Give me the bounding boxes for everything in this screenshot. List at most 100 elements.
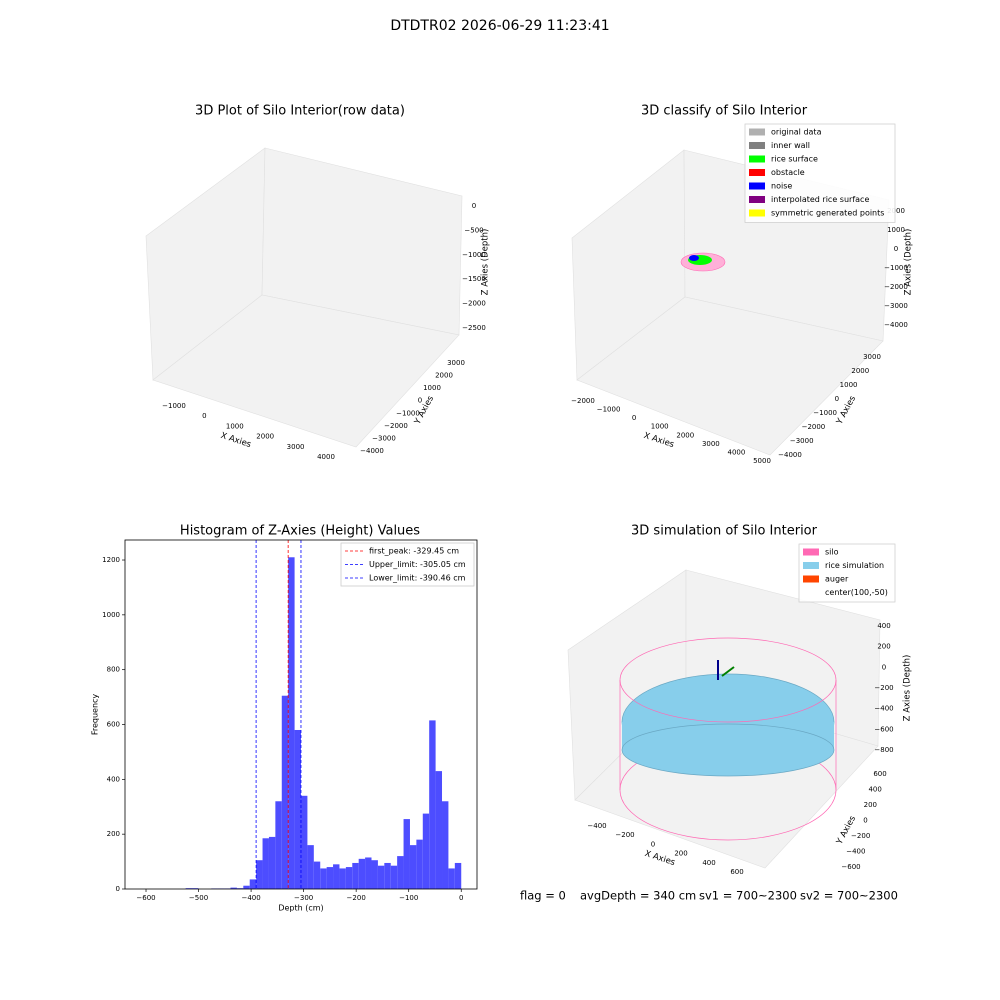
chart-title: 3D Plot of Silo Interior(row data) bbox=[195, 104, 405, 119]
footer-depth: avgDepth = 340 cm bbox=[580, 889, 696, 903]
y-axis-label: Frequency bbox=[91, 694, 100, 736]
x-tick-label: 0 bbox=[651, 840, 655, 848]
x-tick-label: −400 bbox=[241, 894, 260, 902]
chart-title: 3D simulation of Silo Interior bbox=[631, 524, 818, 539]
y-tick-label: 600 bbox=[873, 770, 886, 778]
bar bbox=[275, 801, 282, 889]
z-tick-label: −500 bbox=[464, 226, 483, 234]
x-tick-label: 2000 bbox=[676, 431, 694, 439]
y-tick-label: 1200 bbox=[102, 556, 120, 564]
z-tick-label: −1500 bbox=[462, 275, 486, 283]
pane bbox=[576, 296, 884, 456]
y-tick-label: 800 bbox=[107, 666, 120, 674]
bar bbox=[262, 838, 269, 889]
y-tick-label: −4000 bbox=[360, 447, 384, 455]
y-tick-label: 400 bbox=[868, 786, 881, 794]
bar bbox=[384, 862, 391, 889]
z-axis-label: Z Axies (Depth) bbox=[481, 229, 491, 296]
bar bbox=[249, 879, 257, 889]
legend-swatch bbox=[803, 548, 819, 556]
bar bbox=[307, 845, 314, 889]
x-tick-label: 3000 bbox=[287, 443, 305, 451]
z-tick-label: −2500 bbox=[462, 324, 486, 332]
pane bbox=[152, 294, 460, 448]
plot-layer: 3D Plot of Silo Interior(row data) −1000 0… bbox=[91, 104, 914, 913]
legend-label: interpolated rice surface bbox=[771, 195, 869, 204]
legend-swatch bbox=[749, 209, 765, 217]
bar bbox=[230, 887, 237, 889]
y-tick-label: 2000 bbox=[851, 367, 869, 375]
legend-swatch bbox=[749, 182, 765, 190]
legend-label: center(100,-50) bbox=[825, 588, 888, 597]
x-tick-label: −2000 bbox=[571, 397, 595, 405]
legend-label: silo bbox=[825, 548, 839, 557]
bar bbox=[435, 771, 443, 889]
x-tick-label: 4000 bbox=[317, 453, 335, 461]
chart-title: Histogram of Z-Axies (Height) Values bbox=[180, 524, 420, 539]
x-tick-label: −300 bbox=[294, 894, 313, 902]
bar bbox=[268, 836, 276, 889]
bar bbox=[236, 888, 244, 889]
y-tick-label: 200 bbox=[864, 801, 877, 809]
z-axis-label: Z Axies (Depth) bbox=[904, 229, 914, 296]
x-tick-label: 3000 bbox=[702, 440, 720, 448]
z-tick-label: 400 bbox=[877, 622, 890, 630]
legend-swatch bbox=[749, 169, 765, 176]
bar bbox=[422, 813, 430, 889]
z-tick-label: −200 bbox=[874, 684, 893, 692]
y-tick-label: 0 bbox=[835, 395, 839, 403]
bar bbox=[339, 868, 346, 889]
y-tick-label: −3000 bbox=[790, 437, 814, 445]
silo-sketch bbox=[619, 637, 837, 841]
y-tick-label: −1000 bbox=[396, 409, 420, 417]
z-tick-label: 2000 bbox=[887, 207, 905, 215]
legend-label: symmetric generated points bbox=[771, 209, 884, 218]
x-tick-label: 1000 bbox=[651, 423, 669, 431]
footer-sv1: sv1 = 700~2300 bbox=[699, 889, 797, 903]
bar bbox=[371, 860, 378, 889]
x-tick-label: 2000 bbox=[256, 433, 274, 441]
legend-label: rice simulation bbox=[825, 561, 884, 570]
y-tick-label: 200 bbox=[107, 830, 120, 838]
x-tick-label: 1000 bbox=[226, 422, 244, 430]
legend-label: noise bbox=[771, 182, 792, 191]
legend-swatch bbox=[749, 155, 765, 163]
y-tick-label: 3000 bbox=[863, 353, 881, 361]
z-tick-label: −400 bbox=[874, 705, 893, 713]
bar bbox=[192, 888, 199, 889]
bar bbox=[403, 819, 410, 889]
y-tick-label: 400 bbox=[107, 775, 120, 783]
y-tick-label: −3000 bbox=[372, 434, 396, 442]
z-tick-label: −600 bbox=[874, 725, 893, 733]
bar bbox=[243, 885, 250, 889]
bar bbox=[326, 867, 334, 889]
legend-label: original data bbox=[771, 128, 822, 137]
y-tick-label: −2000 bbox=[384, 422, 408, 430]
legend-swatch bbox=[803, 562, 819, 569]
chart-title: 3D classify of Silo Interior bbox=[641, 104, 808, 119]
z-tick-label: −800 bbox=[874, 746, 893, 754]
x-axis-label: X Axies bbox=[643, 849, 676, 868]
z-tick-label: 200 bbox=[877, 643, 890, 651]
bar bbox=[454, 862, 462, 889]
legend-label: inner wall bbox=[771, 141, 810, 150]
bar bbox=[358, 858, 366, 889]
bar bbox=[301, 795, 308, 889]
legend-label: auger bbox=[825, 575, 849, 584]
bar bbox=[313, 861, 321, 889]
auger-arrow bbox=[721, 666, 735, 677]
noise-blob bbox=[689, 255, 699, 261]
z-tick-label: −2000 bbox=[884, 283, 908, 291]
figure-title: DTDTR02 2026-06-29 11:23:41 bbox=[390, 18, 609, 34]
bar bbox=[320, 868, 327, 889]
bar bbox=[442, 801, 449, 889]
z-tick-label: 0 bbox=[894, 245, 898, 253]
legend-box bbox=[744, 123, 896, 223]
bar bbox=[416, 839, 423, 889]
panes bbox=[145, 147, 890, 869]
z-tick-label: 1000 bbox=[887, 226, 905, 234]
x-tick-label: −200 bbox=[615, 831, 634, 839]
legend-box bbox=[340, 542, 475, 587]
y-tick-label: 2000 bbox=[435, 372, 453, 380]
